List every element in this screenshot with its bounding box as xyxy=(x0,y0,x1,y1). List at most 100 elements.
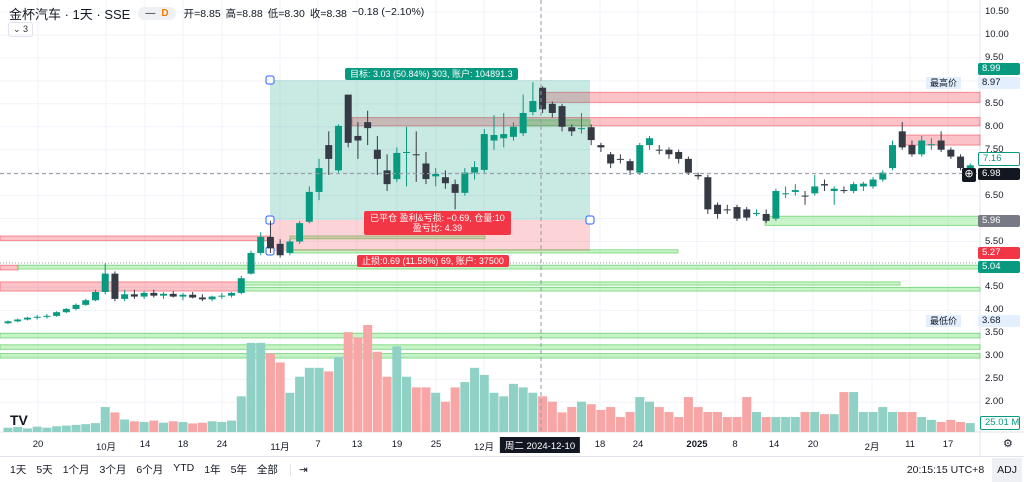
time-tick: 20 xyxy=(807,439,819,450)
price-tick: 8.00 xyxy=(985,120,1004,132)
volume-bar xyxy=(946,419,956,432)
range-button[interactable]: 1年 xyxy=(204,464,221,476)
candle-body xyxy=(869,179,877,187)
price-tick: 4.50 xyxy=(985,281,1004,293)
price-tick: 5.50 xyxy=(985,235,1004,247)
range-button[interactable]: 1个月 xyxy=(62,464,90,476)
candle-body xyxy=(393,152,401,180)
volume-bar xyxy=(460,382,470,432)
candle-body xyxy=(762,213,770,221)
volume-bar xyxy=(576,401,586,432)
price-chart[interactable] xyxy=(0,0,1024,456)
candle-body xyxy=(801,195,809,197)
candle-body xyxy=(655,149,663,151)
volume-bar xyxy=(372,351,382,432)
candle-body xyxy=(286,241,294,253)
target-label[interactable]: 目标: 3.03 (50.84%) 303, 账户: 104891.3 xyxy=(345,68,518,80)
volume-bar xyxy=(936,422,946,432)
support-zone xyxy=(0,332,981,339)
volume-bar xyxy=(295,376,305,432)
range-button[interactable]: 5年 xyxy=(230,464,247,476)
candle-body xyxy=(101,273,109,292)
candle-body xyxy=(587,127,595,141)
volume-bar xyxy=(917,417,927,432)
candle-body xyxy=(354,135,362,141)
range-button[interactable]: 1天 xyxy=(10,464,27,476)
time-tick: 25 xyxy=(430,439,442,450)
volume-bar xyxy=(888,412,898,432)
volume-bar xyxy=(22,428,32,432)
range-button[interactable]: 3个月 xyxy=(99,464,127,476)
volume-bar xyxy=(110,412,120,432)
resistance-zone xyxy=(0,235,271,242)
range-button[interactable]: 5天 xyxy=(36,464,53,476)
candle-body xyxy=(121,294,129,299)
volume-bar xyxy=(508,383,518,432)
symbol-title[interactable]: 金杯汽车 · 1天 · SSE xyxy=(9,7,131,22)
time-tick: 11 xyxy=(905,439,915,450)
indicators-collapse-button[interactable]: ⌄ 3 xyxy=(8,22,34,37)
volume-bar xyxy=(654,407,664,432)
closed-label[interactable]: 已平仓 盈利&亏损: −0.69, 仓量:10 盈亏比: 4.39 xyxy=(364,211,511,235)
volume-bar xyxy=(713,412,723,432)
candle-body xyxy=(539,87,547,110)
candle-body xyxy=(820,184,828,186)
volume-bar xyxy=(722,417,732,432)
volume-bar xyxy=(547,401,557,432)
badge-volume: 25.01 M xyxy=(980,416,1020,430)
candle-body xyxy=(714,204,722,214)
closed-pnl: 已平仓 盈利&亏损: −0.69, 仓量:10 xyxy=(370,213,505,223)
volume-bar xyxy=(343,332,353,432)
candle-body xyxy=(160,293,168,296)
volume-bar xyxy=(858,412,868,432)
candle-body xyxy=(772,191,780,219)
volume-bar xyxy=(304,367,314,432)
range-button[interactable]: YTD xyxy=(173,462,195,474)
time-tick: 17 xyxy=(942,439,954,450)
volume-bar xyxy=(829,414,839,432)
candle-body xyxy=(548,103,556,113)
volume-bar xyxy=(207,421,217,432)
candle-body xyxy=(432,174,440,177)
support-zone xyxy=(764,215,981,226)
volume-bar xyxy=(839,392,849,432)
interval-pill[interactable]: — D xyxy=(138,7,176,20)
volume-bar xyxy=(402,376,412,432)
volume-bar xyxy=(703,412,713,432)
goto-date-icon[interactable]: ⇥ xyxy=(289,463,308,476)
range-button[interactable]: 6个月 xyxy=(136,464,164,476)
volume-bar xyxy=(159,422,169,432)
volume-bar xyxy=(275,362,285,432)
badge-last: 7.16 xyxy=(978,152,1020,166)
adj-button[interactable]: ADJ xyxy=(992,457,1022,482)
stop-label[interactable]: 止损:0.69 (11.58%) 69, 账户: 37500 xyxy=(357,255,509,267)
price-tick: 6.50 xyxy=(985,189,1004,201)
candle-body xyxy=(403,151,411,153)
pill-dash: — xyxy=(145,8,156,19)
candle-body xyxy=(577,128,585,130)
volume-bar xyxy=(479,374,489,432)
candle-body xyxy=(305,191,313,222)
price-tick: 10.00 xyxy=(985,28,1009,40)
volume-bar xyxy=(615,417,625,432)
add-alert-icon[interactable]: ⊕ xyxy=(962,168,976,182)
candle-body xyxy=(616,158,624,160)
candle-body xyxy=(966,165,974,169)
candle-body xyxy=(53,312,61,316)
range-button[interactable]: 全部 xyxy=(256,464,278,476)
clock[interactable]: 20:15:15 UTC+8 xyxy=(906,463,985,476)
price-tick: 9.50 xyxy=(985,51,1004,63)
support-zone xyxy=(239,281,901,286)
time-tick: 18 xyxy=(177,439,189,450)
volume-bar xyxy=(596,409,606,432)
volume-bar xyxy=(100,407,110,432)
volume-bar xyxy=(256,342,266,432)
volume-bar xyxy=(625,412,635,432)
candle-body xyxy=(898,131,906,148)
indicator-count: 3 xyxy=(23,24,29,34)
settings-gear-icon[interactable]: ⚙ xyxy=(1003,438,1013,450)
candle-body xyxy=(519,112,527,134)
candle-body xyxy=(43,315,51,317)
candle-body xyxy=(752,213,760,215)
volume-bar xyxy=(440,401,450,432)
